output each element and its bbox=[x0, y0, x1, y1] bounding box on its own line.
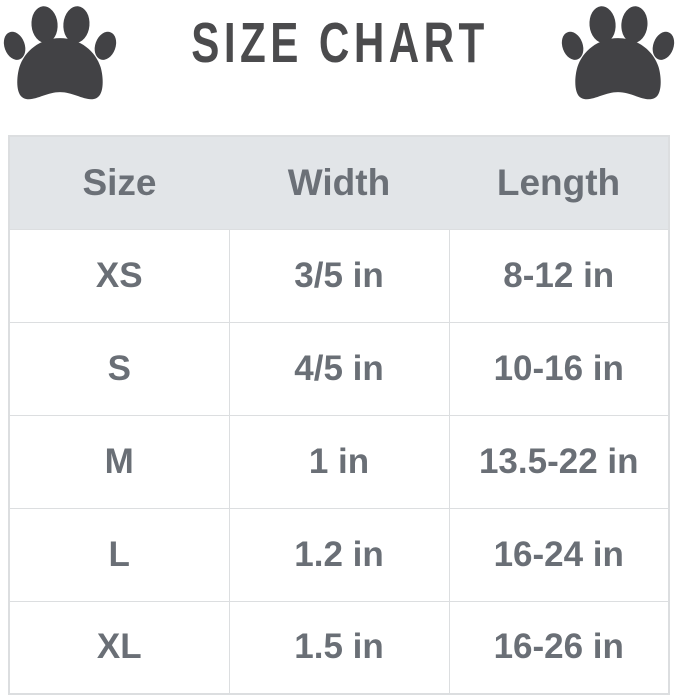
table-cell: 16-26 in bbox=[448, 600, 670, 695]
table-row: S 4/5 in 10-16 in bbox=[8, 321, 670, 416]
size-table: Size Width Length XS 3/5 in 8-12 in S 4/5 in… bbox=[8, 135, 670, 695]
table-cell: 10-16 in bbox=[448, 321, 670, 416]
table-cell: 1 in bbox=[228, 414, 450, 509]
table-cell: XS bbox=[8, 228, 230, 323]
page-title-text: SIZE CHART bbox=[190, 11, 489, 75]
table-cell: M bbox=[8, 414, 230, 509]
header: SIZE CHART bbox=[0, 0, 679, 135]
table-cell: 8-12 in bbox=[448, 228, 670, 323]
paw-icon bbox=[3, 3, 117, 106]
table-row: L 1.2 in 16-24 in bbox=[8, 507, 670, 602]
header-length: Length bbox=[449, 136, 669, 229]
table-cell: L bbox=[8, 507, 230, 602]
table-row: XL 1.5 in 16-26 in bbox=[8, 600, 670, 695]
header-row: Size Width Length bbox=[9, 136, 669, 229]
page-title: SIZE CHART bbox=[0, 13, 679, 73]
table-cell: 4/5 in bbox=[228, 321, 450, 416]
table-cell: 1.5 in bbox=[228, 600, 450, 695]
table-cell: 1.2 in bbox=[228, 507, 450, 602]
table-cell: XL bbox=[8, 600, 230, 695]
header-width: Width bbox=[229, 136, 449, 229]
table-cell: S bbox=[8, 321, 230, 416]
size-table-body: XS 3/5 in 8-12 in S 4/5 in 10-16 in M 1 in 13.5-… bbox=[8, 228, 670, 695]
table-cell: 13.5-22 in bbox=[448, 414, 670, 509]
table-cell: 16-24 in bbox=[448, 507, 670, 602]
paw-icon bbox=[561, 3, 675, 106]
header-size: Size bbox=[9, 136, 229, 229]
table-row: XS 3/5 in 8-12 in bbox=[8, 228, 670, 323]
size-table-header: Size Width Length bbox=[9, 136, 669, 229]
table-cell: 3/5 in bbox=[228, 228, 450, 323]
